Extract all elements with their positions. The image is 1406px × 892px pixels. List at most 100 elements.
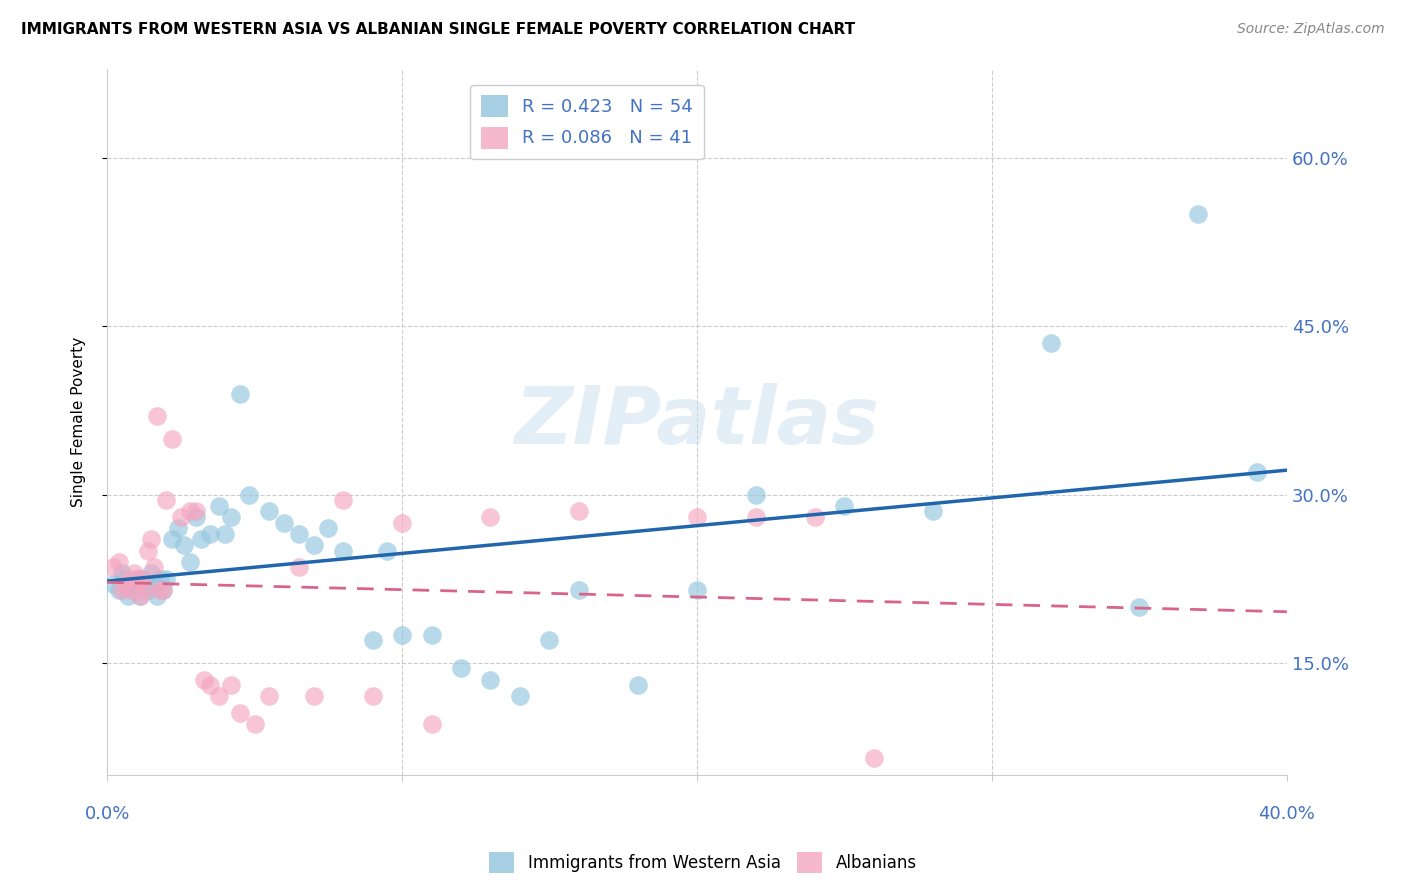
Point — [108, 555, 131, 569]
Text: 0.0%: 0.0% — [84, 805, 129, 823]
Point — [538, 633, 561, 648]
Point — [214, 526, 236, 541]
Point — [155, 572, 177, 586]
Text: ZIPatlas: ZIPatlas — [515, 383, 880, 461]
Point — [863, 751, 886, 765]
Point — [420, 717, 443, 731]
Point — [193, 673, 215, 687]
Point — [160, 533, 183, 547]
Point — [152, 582, 174, 597]
Point — [219, 510, 242, 524]
Point — [190, 533, 212, 547]
Point — [686, 582, 709, 597]
Point — [509, 690, 531, 704]
Point — [143, 577, 166, 591]
Point — [179, 555, 201, 569]
Point — [316, 521, 339, 535]
Point — [122, 582, 145, 597]
Point — [420, 628, 443, 642]
Point — [111, 582, 134, 597]
Point — [125, 572, 148, 586]
Point — [834, 499, 856, 513]
Point — [155, 493, 177, 508]
Point — [146, 589, 169, 603]
Point — [160, 432, 183, 446]
Point — [166, 521, 188, 535]
Point — [120, 577, 142, 591]
Point — [745, 487, 768, 501]
Point — [332, 493, 354, 508]
Point — [108, 582, 131, 597]
Point — [450, 661, 472, 675]
Point — [568, 582, 591, 597]
Point — [208, 690, 231, 704]
Point — [128, 589, 150, 603]
Point — [131, 572, 153, 586]
Y-axis label: Single Female Poverty: Single Female Poverty — [72, 336, 86, 507]
Point — [125, 572, 148, 586]
Point — [184, 504, 207, 518]
Point — [114, 572, 136, 586]
Point — [117, 589, 139, 603]
Point — [146, 409, 169, 423]
Point — [686, 510, 709, 524]
Point — [149, 582, 172, 597]
Point — [101, 560, 124, 574]
Point — [1128, 599, 1150, 614]
Point — [179, 504, 201, 518]
Text: 40.0%: 40.0% — [1258, 805, 1315, 823]
Point — [122, 566, 145, 580]
Point — [134, 582, 156, 597]
Point — [375, 543, 398, 558]
Point — [138, 543, 160, 558]
Point — [219, 678, 242, 692]
Point — [120, 582, 142, 597]
Legend: Immigrants from Western Asia, Albanians: Immigrants from Western Asia, Albanians — [482, 846, 924, 880]
Point — [141, 533, 163, 547]
Point — [627, 678, 650, 692]
Point — [259, 504, 281, 518]
Point — [238, 487, 260, 501]
Point — [479, 673, 502, 687]
Point — [131, 572, 153, 586]
Point — [1246, 465, 1268, 479]
Point — [149, 572, 172, 586]
Point — [332, 543, 354, 558]
Point — [391, 628, 413, 642]
Point — [101, 577, 124, 591]
Point — [141, 566, 163, 580]
Point — [479, 510, 502, 524]
Point — [302, 690, 325, 704]
Point — [114, 577, 136, 591]
Point — [1187, 207, 1209, 221]
Point — [134, 577, 156, 591]
Point — [922, 504, 945, 518]
Point — [229, 386, 252, 401]
Legend: R = 0.423   N = 54, R = 0.086   N = 41: R = 0.423 N = 54, R = 0.086 N = 41 — [470, 85, 704, 160]
Point — [111, 566, 134, 580]
Point — [152, 582, 174, 597]
Point — [173, 538, 195, 552]
Point — [361, 633, 384, 648]
Point — [200, 526, 222, 541]
Point — [128, 589, 150, 603]
Point — [138, 582, 160, 597]
Point — [1039, 336, 1062, 351]
Point — [200, 678, 222, 692]
Point — [568, 504, 591, 518]
Point — [273, 516, 295, 530]
Point — [288, 560, 311, 574]
Point — [208, 499, 231, 513]
Text: IMMIGRANTS FROM WESTERN ASIA VS ALBANIAN SINGLE FEMALE POVERTY CORRELATION CHART: IMMIGRANTS FROM WESTERN ASIA VS ALBANIAN… — [21, 22, 855, 37]
Point — [170, 510, 193, 524]
Point — [243, 717, 266, 731]
Point — [302, 538, 325, 552]
Point — [259, 690, 281, 704]
Text: Source: ZipAtlas.com: Source: ZipAtlas.com — [1237, 22, 1385, 37]
Point — [143, 560, 166, 574]
Point — [229, 706, 252, 721]
Point — [391, 516, 413, 530]
Point — [184, 510, 207, 524]
Point — [117, 572, 139, 586]
Point — [288, 526, 311, 541]
